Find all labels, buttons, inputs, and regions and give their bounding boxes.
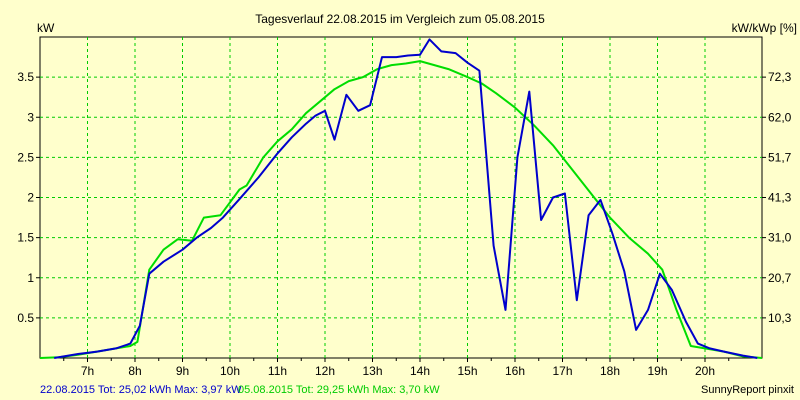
legend-entry-22-08-2015: 22.08.2015 Tot: 25,02 kWh Max: 3,97 kW [40,384,242,396]
brand-credit: SunnyReport pinxit [701,384,794,396]
y-left-tick-label-1: 1 [27,271,34,285]
x-tick-label-10: 17h [552,364,572,378]
legend-entry-05-08-2015: 05.08.2015 Tot: 29,25 kWh Max: 3,70 kW [238,384,440,396]
y-right-tick-label-2: 31,0 [768,231,792,245]
series-line-05-08-2015 [39,60,763,359]
y-right-tick-label-5: 62,0 [768,110,792,124]
y-left-tick-label-3: 2 [27,191,34,205]
series-line-22-08-2015 [54,38,758,359]
y-right-tick-label-0: 10,3 [768,311,792,325]
x-tick-label-1: 8h [128,364,141,378]
series-layer [39,38,763,359]
y-left-axis-label: kW [37,21,55,35]
x-tick-label-2: 9h [176,364,189,378]
y-left-tick-label-0: 0.5 [17,311,34,325]
y-left-tick-label-5: 3 [27,110,34,124]
y-left-tick-label-2: 1.5 [17,231,34,245]
x-tick-label-5: 12h [315,364,335,378]
label-layer: 7h 8h 9h 10h 11h 12h 13h 14h 15h 16h 17h 18h 19h 20h 0… [17,70,791,378]
grid-layer [40,37,762,358]
tick-layer [36,76,766,362]
x-tick-label-13: 20h [695,364,715,378]
x-tick-label-4: 11h [268,364,287,378]
x-tick-label-12: 19h [647,364,667,378]
x-tick-label-9: 16h [505,364,525,378]
x-tick-label-8: 15h [457,364,477,378]
y-right-tick-label-3: 41,3 [768,191,792,205]
y-right-tick-label-4: 51,7 [768,150,792,164]
y-right-axis-label: kW/kWp [%] [732,21,797,35]
y-right-tick-label-6: 72,3 [768,70,792,84]
x-tick-label-6: 13h [362,364,382,378]
y-right-tick-label-1: 20,7 [768,271,792,285]
x-tick-label-0: 7h [81,364,94,378]
x-tick-label-11: 18h [600,364,620,378]
y-left-tick-label-4: 2.5 [17,150,34,164]
y-left-tick-label-6: 3.5 [17,70,34,84]
chart-title: Tagesverlauf 22.08.2015 im Vergleich zum… [255,12,545,26]
x-tick-label-7: 14h [410,364,430,378]
x-tick-label-3: 10h [220,364,240,378]
